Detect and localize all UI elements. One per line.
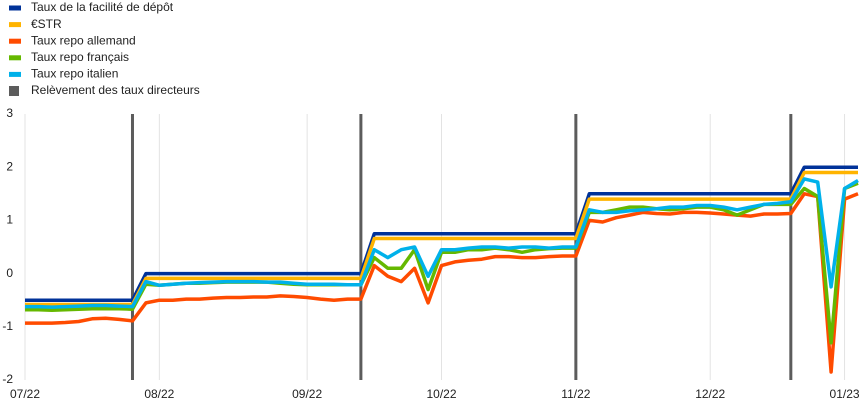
series-line (25, 165, 858, 302)
legend-label: Taux repo français (31, 50, 129, 64)
y-tick-label: -1 (2, 319, 13, 333)
x-tick-label: 10/22 (426, 387, 456, 401)
y-tick-label: 1 (6, 213, 13, 227)
x-tick-label: 01/23 (830, 387, 860, 401)
legend-marker (9, 38, 21, 44)
legend-label: Taux de la facilité de dépôt (31, 0, 174, 14)
y-tick-label: -2 (2, 372, 13, 386)
legend-label: Relèvement des taux directeurs (31, 83, 200, 97)
legend-label: €STR (31, 17, 62, 31)
hike-bar (789, 114, 793, 380)
hike-bar (130, 114, 134, 380)
x-tick-label: 08/22 (144, 387, 174, 401)
x-tick-label: 07/22 (10, 387, 40, 401)
series-line (25, 192, 859, 374)
series-line (25, 170, 858, 307)
x-tick-label: 11/22 (561, 387, 590, 401)
y-tick-label: 3 (6, 106, 13, 120)
hike-bar (359, 114, 363, 380)
y-tick-label: 0 (6, 266, 13, 280)
x-tick-label: 09/22 (292, 387, 322, 401)
legend-label: Taux repo italien (31, 67, 118, 81)
x-tick-label: 12/22 (695, 387, 725, 401)
legend-marker (9, 22, 21, 28)
y-tick-label: 2 (6, 159, 13, 173)
legend-marker (9, 5, 21, 11)
legend-label: Taux repo allemand (31, 33, 136, 47)
legend-marker (9, 55, 21, 61)
legend-marker (9, 86, 19, 96)
series-line (25, 177, 859, 309)
legend-marker (9, 71, 21, 77)
